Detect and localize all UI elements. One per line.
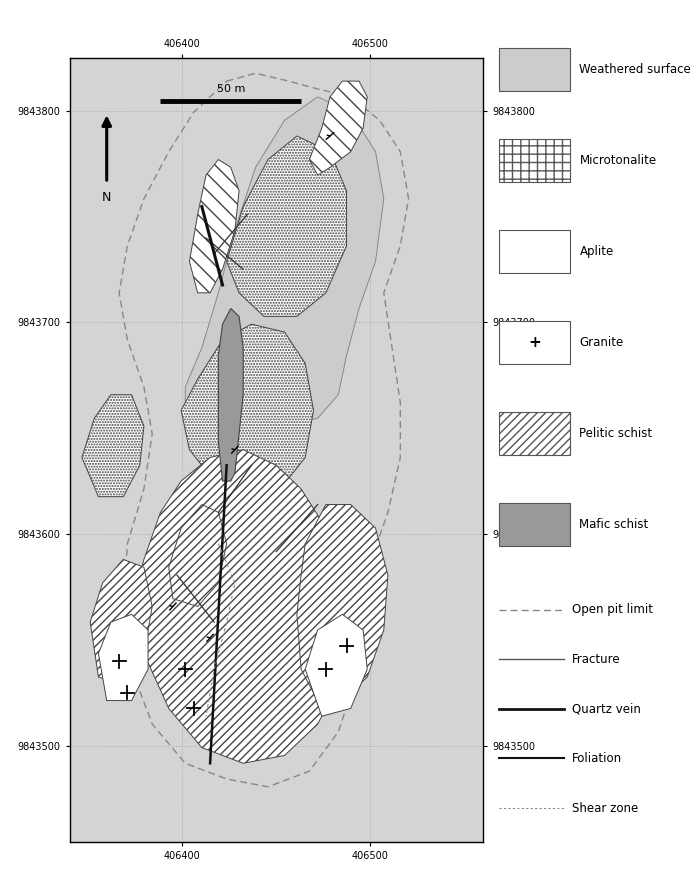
- Text: Fracture: Fracture: [572, 653, 621, 665]
- Text: Aplite: Aplite: [580, 245, 614, 258]
- Polygon shape: [309, 82, 367, 175]
- Polygon shape: [218, 308, 243, 481]
- Polygon shape: [99, 614, 148, 701]
- Bar: [499, 229, 570, 273]
- Polygon shape: [305, 614, 367, 716]
- Text: Mafic schist: Mafic schist: [580, 517, 648, 531]
- Bar: [499, 48, 570, 91]
- Bar: [499, 412, 570, 455]
- Polygon shape: [169, 504, 227, 607]
- Text: Open pit limit: Open pit limit: [572, 603, 653, 616]
- Polygon shape: [190, 159, 239, 292]
- Text: Foliation: Foliation: [572, 752, 622, 765]
- Polygon shape: [181, 324, 313, 497]
- Polygon shape: [90, 559, 152, 685]
- Text: Quartz vein: Quartz vein: [572, 703, 641, 715]
- Polygon shape: [297, 504, 388, 701]
- Polygon shape: [82, 395, 144, 497]
- Bar: [499, 502, 570, 546]
- Text: N: N: [102, 190, 111, 204]
- Text: +: +: [528, 335, 541, 350]
- Text: Shear zone: Shear zone: [572, 802, 638, 814]
- Bar: [499, 321, 570, 364]
- Text: Pelitic schist: Pelitic schist: [580, 427, 653, 439]
- Polygon shape: [186, 97, 384, 426]
- Text: Weathered surface: Weathered surface: [580, 63, 692, 76]
- Polygon shape: [227, 136, 347, 316]
- Polygon shape: [131, 449, 351, 764]
- Text: Microtonalite: Microtonalite: [580, 154, 657, 167]
- Text: Granite: Granite: [580, 336, 623, 349]
- Text: 50 m: 50 m: [217, 84, 245, 94]
- Bar: [499, 139, 570, 182]
